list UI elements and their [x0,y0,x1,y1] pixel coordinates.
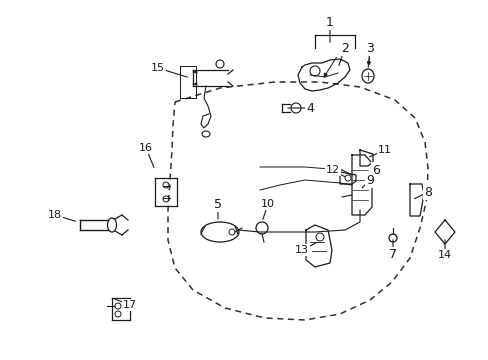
Text: 9: 9 [366,174,373,186]
Text: 18: 18 [48,210,62,220]
Text: 3: 3 [366,41,373,54]
Text: 14: 14 [437,250,451,260]
Text: 11: 11 [377,145,391,155]
Text: 1: 1 [325,15,333,28]
Text: 6: 6 [371,163,379,176]
Text: 12: 12 [325,165,339,175]
Text: 8: 8 [423,185,431,198]
Text: 10: 10 [261,199,274,209]
Text: 15: 15 [151,63,164,73]
Text: 7: 7 [388,248,396,261]
Text: 16: 16 [139,143,153,153]
Text: 2: 2 [340,41,348,54]
Text: 17: 17 [122,300,137,310]
Text: 13: 13 [294,245,308,255]
Text: 5: 5 [214,198,222,211]
Text: 4: 4 [305,102,313,114]
